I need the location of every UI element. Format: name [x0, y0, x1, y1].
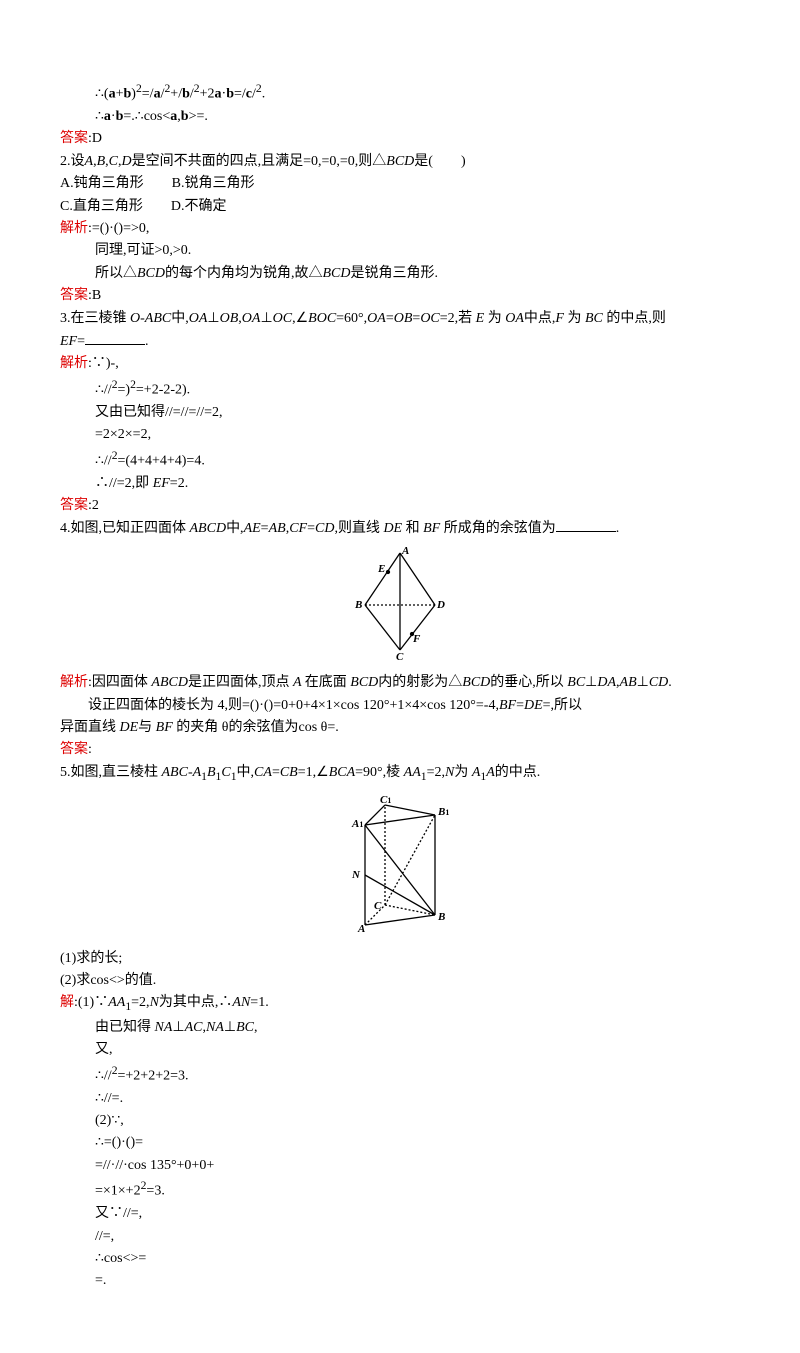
svg-text:A: A [401, 545, 409, 557]
q2-analysis: 解析:=()·()=>0, [60, 218, 740, 240]
q2-option-c-d: C.直角三角形 D.不确定 [60, 196, 740, 218]
q4-analysis: 解析:因四面体 ABCD是正四面体,顶点 A 在底面 BCD内的射影为△BCD的… [60, 672, 740, 694]
svg-text:A1: A1 [351, 818, 363, 830]
q3-analysis: 解析:∵)-, [60, 353, 740, 375]
svg-text:A: A [357, 923, 365, 935]
q3-stem: 3.在三棱锥 O-ABC中,OA⊥OB,OA⊥OC,∠BOC=60°,OA=OB… [60, 308, 740, 330]
q3-stem-cont: EF=. [60, 330, 740, 353]
step-line: 由已知得 NA⊥AC,NA⊥BC, [60, 1017, 740, 1039]
step-line: =2×2×=2, [60, 424, 740, 446]
answer-line: 答案:B [60, 285, 740, 307]
step-line: 又, [60, 1039, 740, 1061]
step-line: 所以△BCD的每个内角均为锐角,故△BCD是锐角三角形. [60, 263, 740, 285]
svg-text:C: C [396, 651, 404, 660]
answer-line: 答案: [60, 739, 740, 761]
step-line: 同理,可证>0,>0. [60, 240, 740, 262]
answer-line: 答案:2 [60, 495, 740, 517]
step-line: ∴cos<>= [60, 1248, 740, 1270]
svg-text:B: B [437, 911, 445, 923]
prism-figure: A B C A1 B1 C1 N [60, 790, 740, 943]
q2-option-a-b: A.钝角三角形 B.锐角三角形 [60, 173, 740, 195]
step-line: ∴//=. [60, 1088, 740, 1110]
svg-text:N: N [351, 869, 361, 881]
svg-text:C: C [374, 900, 382, 912]
q4-stem: 4.如图,已知正四面体 ABCD中,AE=AB,CF=CD,则直线 DE 和 B… [60, 517, 740, 540]
step-line: (2)∵, [60, 1110, 740, 1132]
step-line: ∴//2=+2+2+2=3. [60, 1062, 740, 1088]
step-line: ∴=()·()= [60, 1132, 740, 1154]
step-line: =//·//·cos 135°+0+0+ [60, 1155, 740, 1177]
step-line: 设正四面体的棱长为 4,则=()·()=0+0+4×1×cos 120°+1×4… [60, 695, 740, 717]
svg-text:B: B [354, 599, 362, 611]
step-line: =×1×+22=3. [60, 1177, 740, 1203]
step-line: 又∵//=, [60, 1203, 740, 1225]
q2-stem: 2.设A,B,C,D是空间不共面的四点,且满足=0,=0,=0,则△BCD是( … [60, 151, 740, 173]
step-line: 异面直线 DE与 BF 的夹角 θ的余弦值为cos θ=. [60, 717, 740, 739]
step-line: ∴//2=(4+4+4+4)=4. [60, 447, 740, 473]
step-line: //=, [60, 1226, 740, 1248]
svg-text:F: F [412, 633, 421, 645]
step-line: ∴(a+b)2=/a/2+/b/2+2a·b=/c/2. [60, 80, 740, 106]
svg-text:E: E [377, 563, 385, 575]
step-line: 又由已知得//=//=//=2, [60, 402, 740, 424]
step-line: ∴a·b=.∴cos<a,b>=. [60, 106, 740, 128]
svg-text:D: D [436, 599, 445, 611]
q5-stem: 5.如图,直三棱柱 ABC-A1B1C1中,CA=CB=1,∠BCA=90°,棱… [60, 762, 740, 786]
svg-text:B1: B1 [437, 806, 449, 818]
step-line: =. [60, 1270, 740, 1292]
step-line: ∴//2=)2=+2-2-2). [60, 376, 740, 402]
q5-solution: 解:(1)∵AA1=2,N为其中点,∴AN=1. [60, 992, 740, 1016]
tetrahedron-figure: A B C D E F [60, 545, 740, 668]
q5-sub1: (1)求的长; [60, 948, 740, 970]
svg-text:C1: C1 [380, 794, 391, 806]
answer-line: 答案:D [60, 128, 740, 150]
q5-sub2: (2)求cos<>的值. [60, 970, 740, 992]
step-line: ∴//=2,即 EF=2. [60, 473, 740, 495]
